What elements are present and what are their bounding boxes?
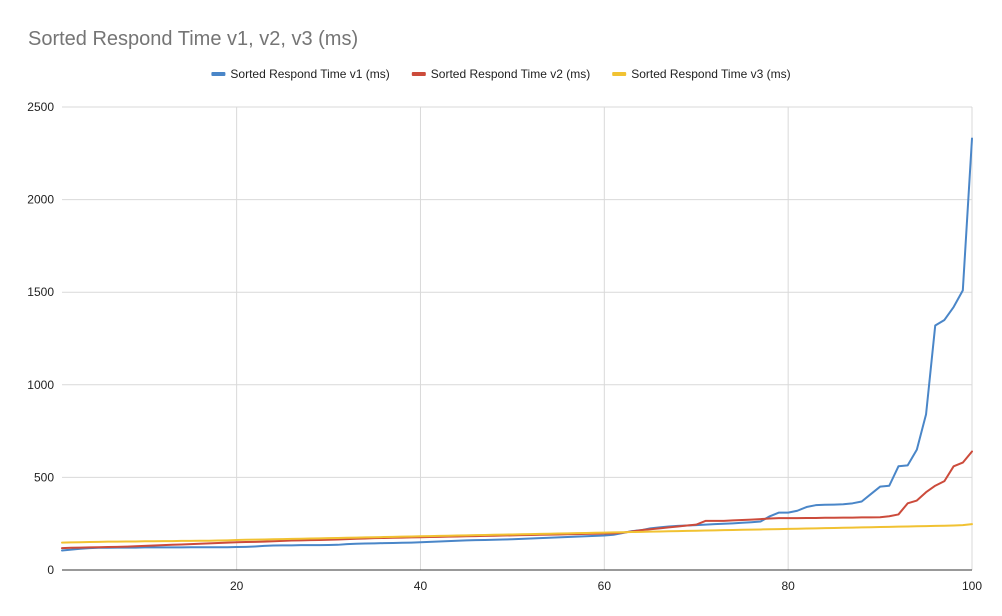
legend-swatch xyxy=(411,72,426,76)
legend-item-v2: Sorted Respond Time v2 (ms) xyxy=(411,67,590,81)
y-tick-label: 1500 xyxy=(27,285,54,299)
x-tick-label: 40 xyxy=(414,579,428,593)
legend-label: Sorted Respond Time v3 (ms) xyxy=(631,67,790,81)
legend: Sorted Respond Time v1 (ms) Sorted Respon… xyxy=(211,67,791,81)
chart-title: Sorted Respond Time v1, v2, v3 (ms) xyxy=(28,28,358,50)
x-tick-label: 100 xyxy=(962,579,982,593)
y-tick-label: 0 xyxy=(47,563,54,577)
legend-swatch xyxy=(612,72,627,76)
x-tick-label: 20 xyxy=(230,579,244,593)
series-lines xyxy=(61,137,973,552)
legend-swatch xyxy=(211,72,226,76)
x-tick-label: 60 xyxy=(598,579,612,593)
legend-label: Sorted Respond Time v2 (ms) xyxy=(431,67,590,81)
tick-labels: 0 500 1000 1500 2000 2500 20 40 60 80 100 xyxy=(27,100,982,593)
y-tick-label: 1000 xyxy=(27,378,54,392)
series-line-v1 xyxy=(61,137,973,552)
x-tick-label: 80 xyxy=(781,579,795,593)
y-tick-label: 2500 xyxy=(27,100,54,114)
legend-item-v1: Sorted Respond Time v1 (ms) xyxy=(211,67,390,81)
y-tick-label: 2000 xyxy=(27,193,54,207)
legend-item-v3: Sorted Respond Time v3 (ms) xyxy=(612,67,791,81)
series-line-v3 xyxy=(61,523,973,544)
y-tick-label: 500 xyxy=(34,470,54,484)
gridlines xyxy=(62,106,973,570)
legend-label: Sorted Respond Time v1 (ms) xyxy=(230,67,389,81)
